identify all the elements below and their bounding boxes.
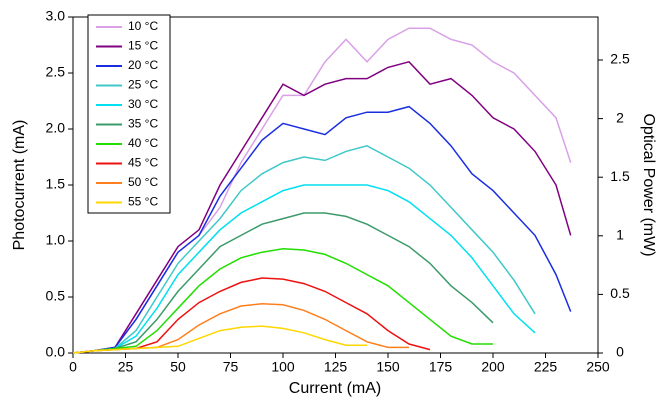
x-tick-label: 125 bbox=[324, 359, 348, 375]
x-tick-label: 0 bbox=[69, 359, 77, 375]
legend-label: 50 °C bbox=[128, 175, 158, 189]
legend-box bbox=[87, 14, 171, 214]
x-tick-label: 250 bbox=[586, 359, 610, 375]
y-tick-label: 1.5 bbox=[46, 176, 66, 192]
series-line bbox=[72, 248, 493, 354]
legend-label: 55 °C bbox=[128, 195, 158, 209]
y2-tick-label: 1.5 bbox=[610, 168, 630, 184]
y-tick-label: 0.5 bbox=[46, 288, 66, 304]
y-tick-label: 3.0 bbox=[46, 8, 66, 24]
legend-label: 10 °C bbox=[128, 19, 158, 33]
legend-label: 30 °C bbox=[128, 97, 158, 111]
legend-label: 25 °C bbox=[128, 78, 158, 92]
y2-axis-label: Optical Power (mW) bbox=[640, 113, 657, 256]
series-line bbox=[72, 144, 536, 354]
legend-label: 45 °C bbox=[128, 156, 158, 170]
y2-tick-label: 0.5 bbox=[610, 285, 630, 301]
legend-label: 40 °C bbox=[128, 136, 158, 150]
x-tick-label: 200 bbox=[481, 359, 505, 375]
y-tick-label: 2.5 bbox=[46, 64, 66, 80]
series-line bbox=[72, 325, 367, 354]
x-tick-label: 100 bbox=[271, 359, 295, 375]
x-tick-label: 175 bbox=[429, 359, 453, 375]
series-line bbox=[72, 212, 494, 354]
series-line bbox=[72, 184, 536, 354]
y2-tick-label: 2 bbox=[616, 109, 624, 125]
x-axis-label: Current (mA) bbox=[289, 380, 381, 397]
x-tick-label: 75 bbox=[223, 359, 239, 375]
y-tick-label: 1.0 bbox=[46, 232, 66, 248]
y2-tick-label: 0 bbox=[616, 344, 624, 360]
y-tick-label: 2.0 bbox=[46, 120, 66, 136]
y-tick-label: 0.0 bbox=[46, 344, 66, 360]
legend-label: 20 °C bbox=[128, 58, 158, 72]
legend-label: 15 °C bbox=[128, 39, 158, 53]
legend-label: 35 °C bbox=[128, 117, 158, 131]
series-line bbox=[72, 60, 572, 354]
y2-tick-label: 2.5 bbox=[610, 51, 630, 67]
x-tick-label: 25 bbox=[118, 359, 134, 375]
x-tick-label: 50 bbox=[170, 359, 186, 375]
y2-tick-label: 1 bbox=[616, 227, 624, 243]
y-axis-label: Photocurrent (mA) bbox=[11, 120, 28, 251]
series-line bbox=[72, 105, 572, 354]
x-tick-label: 150 bbox=[376, 359, 400, 375]
x-tick-label: 225 bbox=[534, 359, 558, 375]
